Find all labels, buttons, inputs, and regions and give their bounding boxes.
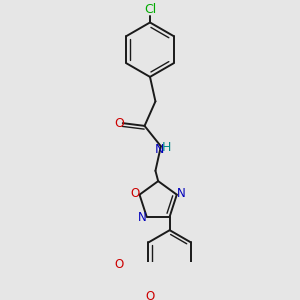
- Text: O: O: [115, 258, 124, 271]
- Text: H: H: [162, 141, 171, 154]
- Text: N: N: [138, 212, 147, 224]
- Text: N: N: [155, 142, 164, 155]
- Text: O: O: [115, 117, 124, 130]
- Text: N: N: [177, 187, 185, 200]
- Text: O: O: [131, 187, 140, 200]
- Text: O: O: [146, 290, 155, 300]
- Text: Cl: Cl: [144, 3, 156, 16]
